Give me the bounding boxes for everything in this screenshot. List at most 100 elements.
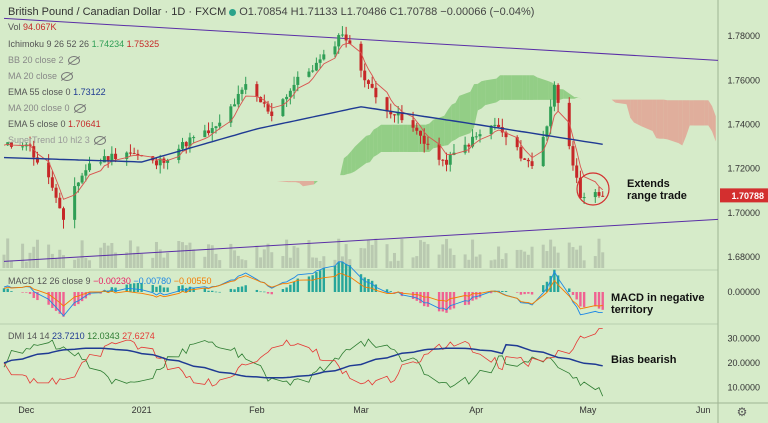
legend-supertrend[interactable]: SuperTrend 10 hl2 3	[8, 135, 106, 146]
macd-histogram-bar	[158, 285, 162, 292]
macd-histogram-bar	[244, 285, 247, 292]
macd-value-2: −0.00780	[133, 276, 172, 286]
macd-histogram-bar	[501, 291, 504, 292]
ichimoku-value-1: 1.74234	[91, 39, 125, 49]
candle-body	[192, 137, 196, 139]
cloud-segment	[663, 99, 668, 140]
hidden-eye-icon[interactable]	[73, 104, 86, 114]
macd-histogram-bar	[229, 288, 233, 292]
volume-bar	[262, 249, 266, 268]
hidden-eye-icon[interactable]	[67, 56, 80, 66]
dmi-legend[interactable]: DMI 14 14 23.7210 12.0343 27.6274	[8, 331, 155, 341]
macd-histogram-bar	[77, 292, 80, 305]
legend-ma200[interactable]: MA 200 close 0	[8, 103, 86, 114]
candle-body	[567, 102, 571, 147]
candle-body	[478, 134, 482, 137]
price-tick-label: 1.70000	[727, 208, 760, 218]
dmi-annotation-text: Bias bearish	[611, 354, 677, 366]
volume-bar	[463, 254, 467, 268]
volume-bar	[515, 249, 519, 268]
volume-bar	[214, 253, 218, 268]
macd-histogram-bar	[292, 281, 296, 292]
candle-body	[188, 137, 192, 147]
volume-bar	[266, 243, 270, 268]
candle-body	[318, 59, 322, 63]
candle-body	[35, 157, 39, 163]
cloud-segment	[548, 81, 553, 100]
time-tick-label: Dec	[18, 405, 35, 415]
volume-bar	[192, 249, 196, 268]
macd-histogram-bar	[318, 270, 322, 292]
volume-bar	[136, 246, 140, 268]
volume-bar	[73, 259, 77, 268]
volume-bar	[389, 261, 393, 268]
macd-histogram-bar	[136, 283, 140, 292]
volume-bar	[426, 244, 430, 268]
cloud-segment	[448, 104, 452, 146]
volume-bar	[259, 257, 263, 268]
candle-body	[177, 148, 181, 160]
candle-body	[233, 104, 237, 107]
dmi-value-1: 23.7210	[52, 331, 85, 341]
cloud-segment	[302, 181, 315, 187]
macd-histogram-bar	[151, 285, 154, 292]
macd-histogram-bar	[370, 280, 374, 292]
macd-histogram-bar	[6, 288, 9, 292]
legend-ichimoku[interactable]: Ichimoku 9 26 52 26 1.74234 1.75325	[8, 39, 159, 49]
cloud-segment	[295, 181, 300, 183]
legend-vol[interactable]: Vol 94.067K	[8, 22, 57, 32]
candle-body	[437, 144, 441, 160]
volume-bar	[244, 260, 248, 268]
dmi-tick-label: 10.0000	[727, 383, 760, 393]
candle-body	[593, 192, 597, 198]
candle-body	[526, 159, 530, 162]
candle-body	[422, 135, 426, 144]
dmi-annotation: Bias bearish	[611, 354, 676, 366]
candle-body	[571, 146, 575, 166]
volume-bar	[9, 260, 13, 268]
hidden-eye-icon[interactable]	[61, 72, 74, 82]
volume-bar	[448, 248, 452, 268]
candle-body	[266, 103, 270, 112]
vol-label: Vol	[8, 22, 21, 32]
candle-body	[270, 111, 274, 116]
hidden-eye-icon[interactable]	[93, 136, 106, 146]
macd-histogram-bar	[10, 291, 13, 292]
volume-bar	[497, 246, 501, 268]
candle-body	[9, 142, 13, 147]
legend-ma20[interactable]: MA 20 close	[8, 71, 74, 82]
candle-body	[307, 71, 311, 77]
volume-bar	[203, 256, 207, 268]
volume-bar	[575, 249, 579, 268]
cloud-segment	[533, 75, 538, 100]
volume-bar	[188, 242, 192, 268]
legend-ema5[interactable]: EMA 5 close 0 1.70641	[8, 119, 101, 129]
candle-body	[489, 125, 493, 135]
candle-body	[400, 112, 404, 121]
macd-histogram-bar	[218, 291, 221, 293]
candle-body	[549, 106, 553, 127]
cloud-segment	[630, 99, 634, 123]
candle-body	[203, 130, 207, 138]
volume-bar	[288, 257, 292, 268]
candle-body	[441, 159, 445, 161]
volume-bar	[54, 258, 58, 268]
legend-bb[interactable]: BB 20 close 2	[8, 55, 80, 66]
volume-bar	[359, 247, 363, 268]
cloud-segment	[559, 89, 564, 100]
macd-histogram-bar	[504, 291, 508, 292]
candle-body	[601, 195, 605, 197]
cloud-segment	[641, 99, 653, 131]
legend-ema55[interactable]: EMA 55 close 0 1.73122	[8, 87, 106, 97]
volume-bar	[177, 241, 181, 268]
macd-histogram-bar	[21, 292, 24, 293]
macd-legend[interactable]: MACD 12 26 close 9 −0.00230 −0.00780 −0.…	[8, 276, 211, 286]
candle-body	[363, 70, 367, 81]
macd-histogram-bar	[211, 290, 214, 292]
volume-bar	[80, 240, 84, 268]
macd-histogram-bar	[463, 292, 467, 306]
candle-body	[396, 112, 400, 116]
price-annotation-line2: range trade	[627, 190, 687, 202]
price-annotation: Extends range trade	[627, 178, 687, 202]
